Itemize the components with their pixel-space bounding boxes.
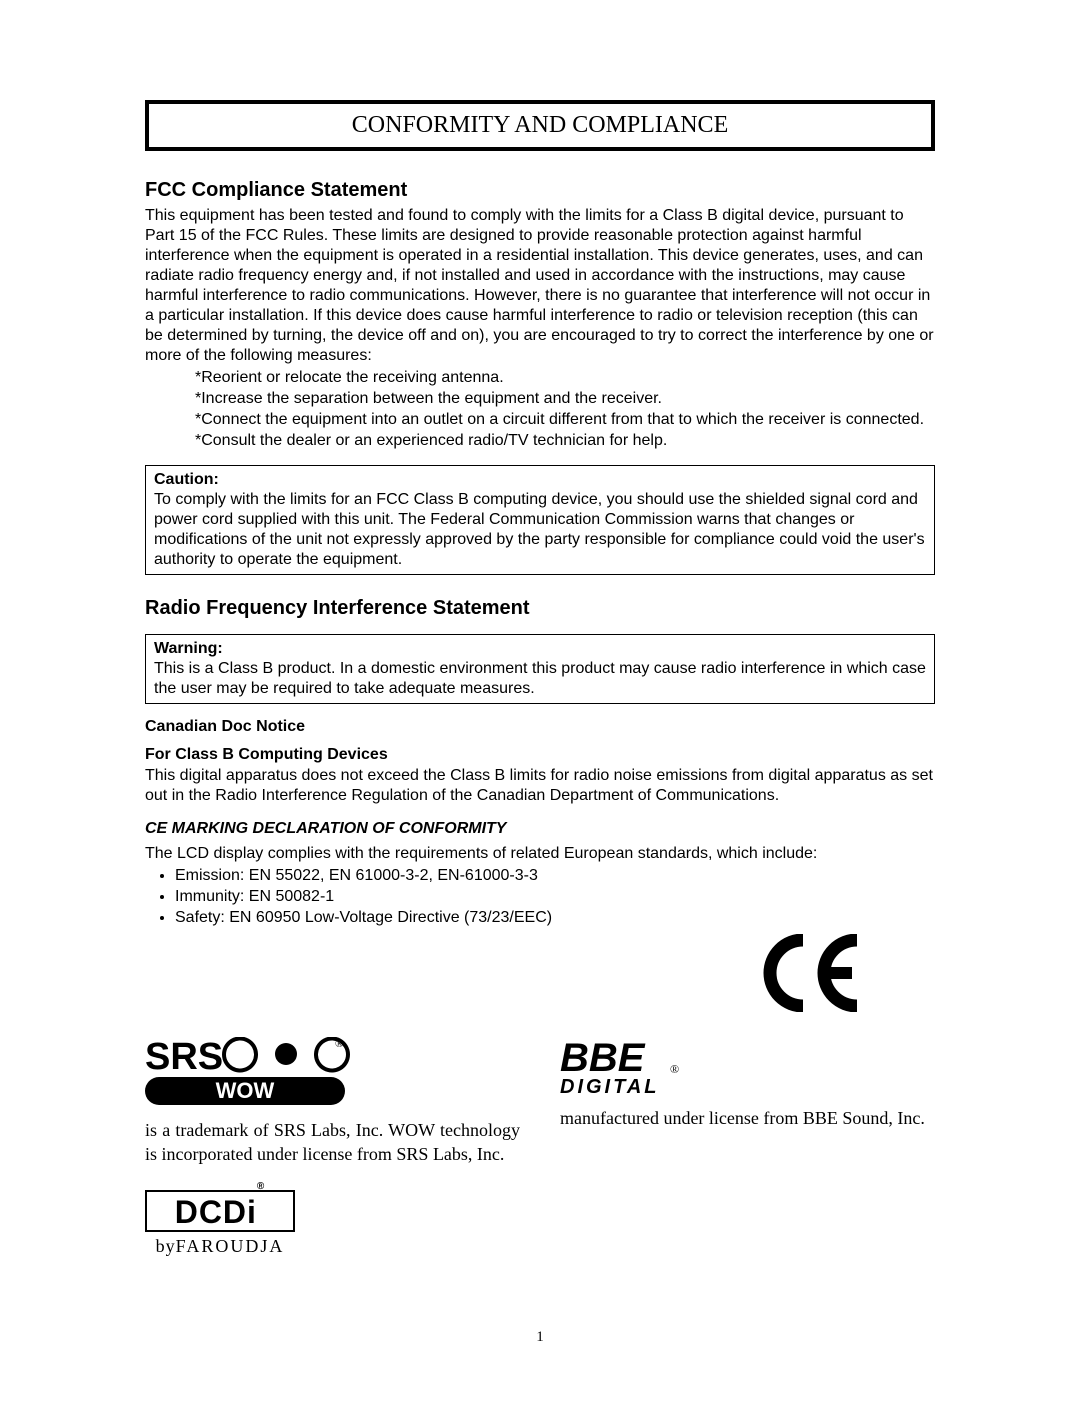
- warning-text: This is a Class B product. In a domestic…: [154, 660, 926, 697]
- document-page: CONFORMITY AND COMPLIANCE FCC Compliance…: [0, 0, 1080, 1406]
- fcc-measure: *Consult the dealer or an experienced ra…: [195, 431, 935, 451]
- page-number: 1: [145, 1329, 935, 1346]
- fcc-paragraph: This equipment has been tested and found…: [145, 206, 935, 366]
- srs-wow-text: WOW: [216, 1078, 275, 1103]
- fcc-measure: *Connect the equipment into an outlet on…: [195, 410, 935, 430]
- fcc-heading: FCC Compliance Statement: [145, 179, 935, 202]
- ce-bullet: Emission: EN 55022, EN 61000-3-2, EN-610…: [175, 866, 935, 887]
- ce-intro: The LCD display complies with the requir…: [145, 844, 935, 864]
- caution-box: Caution: To comply with the limits for a…: [145, 465, 935, 575]
- ce-mark-icon: [755, 934, 865, 1012]
- bbe-brand-text: BBE: [560, 1037, 646, 1080]
- page-title-box: CONFORMITY AND COMPLIANCE: [145, 100, 935, 151]
- srs-trademark-text: is a trademark of SRS Labs, Inc. WOW tec…: [145, 1120, 520, 1164]
- dcdi-subtitle: byFAROUDJA: [145, 1234, 295, 1258]
- fcc-measure: *Reorient or relocate the receiving ante…: [195, 368, 935, 388]
- canadian-heading-2: For Class B Computing Devices: [145, 746, 935, 764]
- warning-label: Warning:: [154, 640, 223, 657]
- rfi-heading: Radio Frequency Interference Statement: [145, 597, 935, 620]
- svg-text:®: ®: [335, 1038, 343, 1050]
- bbe-digital-text: DIGITAL: [560, 1076, 660, 1098]
- page-title: CONFORMITY AND COMPLIANCE: [352, 112, 728, 138]
- svg-text:®: ®: [670, 1062, 679, 1076]
- fcc-measure: *Increase the separation between the equ…: [195, 389, 935, 409]
- dcdi-brand: DCDi®: [155, 1196, 285, 1228]
- ce-bullet: Safety: EN 60950 Low-Voltage Directive (…: [175, 908, 935, 929]
- warning-box: Warning: This is a Class B product. In a…: [145, 634, 935, 704]
- canadian-text: This digital apparatus does not exceed t…: [145, 766, 935, 806]
- caution-text: To comply with the limits for an FCC Cla…: [154, 491, 925, 568]
- dcdi-name-text: FAROUDJA: [176, 1236, 285, 1256]
- ce-heading: CE MARKING DECLARATION OF CONFORMITY: [145, 820, 935, 838]
- bbe-license-text: manufactured under license from BBE Soun…: [560, 1108, 925, 1128]
- bbe-logo: BBE ® DIGITAL: [560, 1037, 935, 1105]
- srs-column: SRS ® WOW is a trademark of SRS Labs, In…: [145, 1037, 520, 1258]
- fcc-measures-list: *Reorient or relocate the receiving ante…: [195, 368, 935, 451]
- srs-brand-text: SRS: [145, 1037, 223, 1078]
- ce-bullet-list: Emission: EN 55022, EN 61000-3-2, EN-610…: [145, 866, 935, 928]
- caution-label: Caution:: [154, 471, 219, 488]
- dcdi-by-text: by: [156, 1236, 176, 1256]
- dcdi-brand-text: DCDi: [175, 1194, 257, 1230]
- logos-row: SRS ® WOW is a trademark of SRS Labs, In…: [145, 1037, 935, 1258]
- srs-logo: SRS ® WOW: [145, 1037, 520, 1113]
- ce-logo-wrap: [145, 934, 935, 1017]
- dcdi-logo-wrap: DCDi® byFAROUDJA: [145, 1190, 520, 1258]
- bbe-column: BBE ® DIGITAL manufactured under license…: [560, 1037, 935, 1258]
- ce-bullet: Immunity: EN 50082-1: [175, 887, 935, 908]
- canadian-heading-1: Canadian Doc Notice: [145, 718, 935, 736]
- registered-mark: ®: [257, 1181, 265, 1192]
- dcdi-logo-box: DCDi®: [145, 1190, 295, 1232]
